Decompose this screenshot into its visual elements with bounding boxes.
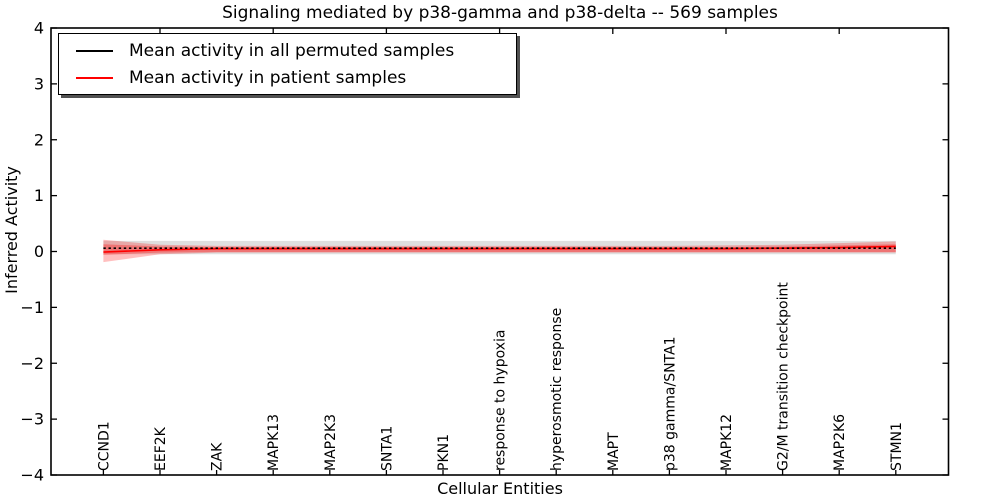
category-label: STMN1 (889, 422, 905, 471)
y-tick-label: −4 (20, 466, 44, 485)
legend-label-patient: Mean activity in patient samples (129, 67, 407, 88)
category-label: G2/M transition checkpoint (776, 282, 792, 471)
legend-box: Mean activity in all permuted samples Me… (58, 33, 517, 95)
legend-item-permuted: Mean activity in all permuted samples (76, 41, 516, 61)
y-tick-label: 1 (34, 186, 44, 205)
category-label: MAP2K3 (323, 414, 339, 471)
category-label: MAP2K6 (832, 414, 848, 471)
permuted-line-swatch (76, 49, 113, 52)
patient-line-swatch (76, 76, 113, 79)
band-patient-samples-range-outer (103, 239, 896, 263)
series-line-patient (103, 245, 896, 253)
y-tick-label: −3 (20, 410, 44, 429)
chart-title: Signaling mediated by p38-gamma and p38-… (222, 3, 778, 23)
category-label: CCND1 (96, 421, 112, 471)
category-label: MAPK13 (266, 414, 282, 471)
category-label: MAPK12 (719, 414, 735, 471)
band-patient-samples-range-inner (103, 244, 896, 255)
category-label: p38 gamma/SNTA1 (662, 337, 678, 472)
y-tick-label: −2 (20, 354, 44, 373)
y-tick-label: 0 (34, 242, 44, 261)
category-label: SNTA1 (379, 426, 395, 471)
y-tick-label: 2 (34, 130, 44, 149)
y-tick-label: −1 (20, 298, 44, 317)
x-axis-label: Cellular Entities (437, 479, 563, 498)
category-label: ZAK (210, 442, 226, 471)
category-label: MAPT (606, 432, 622, 471)
category-label: response to hypoxia (493, 330, 509, 471)
y-tick-label: 3 (34, 74, 44, 93)
category-label: EEF2K (153, 426, 169, 471)
category-label: PKN1 (436, 434, 452, 471)
legend-item-patient: Mean activity in patient samples (76, 68, 516, 88)
legend-label-permuted: Mean activity in all permuted samples (129, 40, 455, 61)
band-permuted-samples-range (103, 240, 896, 255)
category-label: hyperosmotic response (549, 308, 565, 471)
y-tick-label: 4 (34, 19, 44, 38)
